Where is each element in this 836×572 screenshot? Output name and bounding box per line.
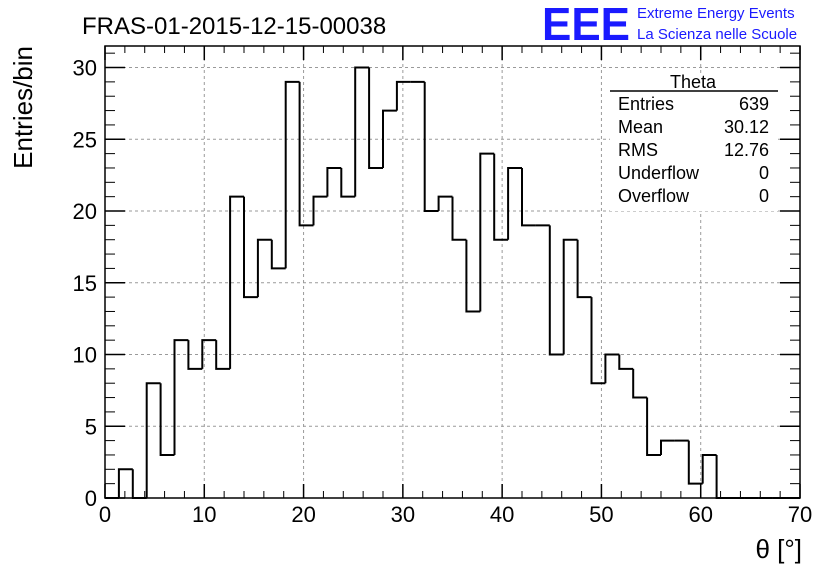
histogram-bin	[562, 238, 578, 355]
histogram-bin	[521, 167, 536, 227]
histogram-bin	[451, 196, 467, 241]
y-axis-label: Entries/bin	[8, 46, 38, 169]
stats-box-background	[610, 73, 778, 211]
stats-overflow-value: 0	[759, 186, 769, 206]
histogram-bin	[187, 340, 203, 370]
histogram-bin	[590, 297, 606, 385]
stats-underflow-label: Underflow	[618, 163, 700, 183]
chart-title: FRAS-01-2015-12-15-00038	[82, 13, 386, 40]
y-tick-label: 25	[73, 127, 97, 152]
histogram-bin	[660, 439, 675, 455]
histogram-bin	[312, 195, 328, 226]
y-tick-label: 20	[73, 199, 97, 224]
histogram-bin	[687, 440, 703, 485]
histogram-bin	[507, 166, 522, 240]
x-tick-label: 20	[291, 502, 315, 527]
histogram-bin	[395, 80, 411, 111]
x-tick-label: 60	[688, 502, 712, 527]
histogram-bin	[604, 353, 620, 384]
histogram-bin	[284, 80, 300, 269]
x-tick-label: 10	[192, 502, 216, 527]
x-tick-label: 30	[391, 502, 415, 527]
y-tick-label: 5	[85, 414, 97, 439]
histogram-bin	[632, 368, 648, 399]
eee-logo: EEE Extreme Energy Events La Scienza nel…	[542, 0, 797, 50]
histogram-bin	[117, 468, 133, 498]
x-tick-label: 50	[589, 502, 613, 527]
y-tick-label: 30	[73, 56, 97, 81]
histogram-bin	[479, 152, 495, 312]
histogram-bin	[701, 453, 717, 484]
histogram-bin	[243, 196, 258, 299]
stats-rms-value: 12.76	[724, 140, 769, 160]
histogram-bin	[437, 195, 453, 212]
x-tick-label: 40	[490, 502, 514, 527]
eee-logo-line1: Extreme Energy Events	[637, 5, 795, 22]
histogram-bin	[173, 339, 189, 455]
axis-ticks: 0 10 20 30 40 50 60 70 0 5 10 15 20 25 30	[73, 46, 812, 527]
y-tick-label: 0	[85, 486, 97, 511]
stats-entries-value: 639	[739, 94, 769, 114]
histogram-bin	[270, 239, 286, 270]
histogram-bin	[145, 382, 161, 498]
stats-entries-label: Entries	[618, 94, 674, 114]
histogram-bin	[340, 167, 356, 198]
histogram-bin	[298, 81, 314, 227]
stats-box-title: Theta	[670, 72, 717, 92]
histogram-bin	[493, 153, 509, 241]
stats-rms-label: RMS	[618, 140, 658, 160]
histogram-bin	[423, 81, 439, 213]
y-tick-label: 10	[73, 343, 97, 368]
histogram-bin	[382, 109, 397, 168]
y-tick-label: 15	[73, 271, 97, 296]
histogram-bin	[354, 66, 370, 197]
eee-logo-line2: La Scienza nelle Scuole	[637, 26, 797, 43]
x-axis-label: θ [°]	[755, 534, 802, 564]
histogram-bin	[368, 67, 383, 169]
grid-lines	[105, 46, 800, 498]
histogram-bin	[715, 454, 731, 499]
stats-mean-value: 30.12	[724, 117, 769, 137]
histogram-bin	[465, 239, 481, 313]
plot-frame	[104, 45, 801, 499]
histogram-bin	[576, 239, 592, 299]
stats-mean-label: Mean	[618, 117, 663, 137]
histogram-bin	[256, 238, 272, 298]
histogram-bin	[201, 339, 217, 369]
stats-box: Theta Entries 639 Mean 30.12 RMS 12.76 U…	[610, 72, 778, 211]
eee-logo-mark: EEE	[542, 0, 630, 50]
x-tick-label: 70	[788, 502, 812, 527]
histogram-bin	[215, 340, 231, 370]
histogram-bin	[326, 166, 342, 197]
stats-overflow-label: Overflow	[618, 186, 690, 206]
stats-underflow-value: 0	[759, 163, 769, 183]
histogram-bin	[646, 397, 661, 456]
x-tick-label: 0	[99, 502, 111, 527]
histogram-bin	[548, 225, 564, 356]
histogram-bin	[159, 383, 175, 456]
histogram-bin	[618, 354, 634, 370]
histogram-bin	[229, 195, 244, 369]
